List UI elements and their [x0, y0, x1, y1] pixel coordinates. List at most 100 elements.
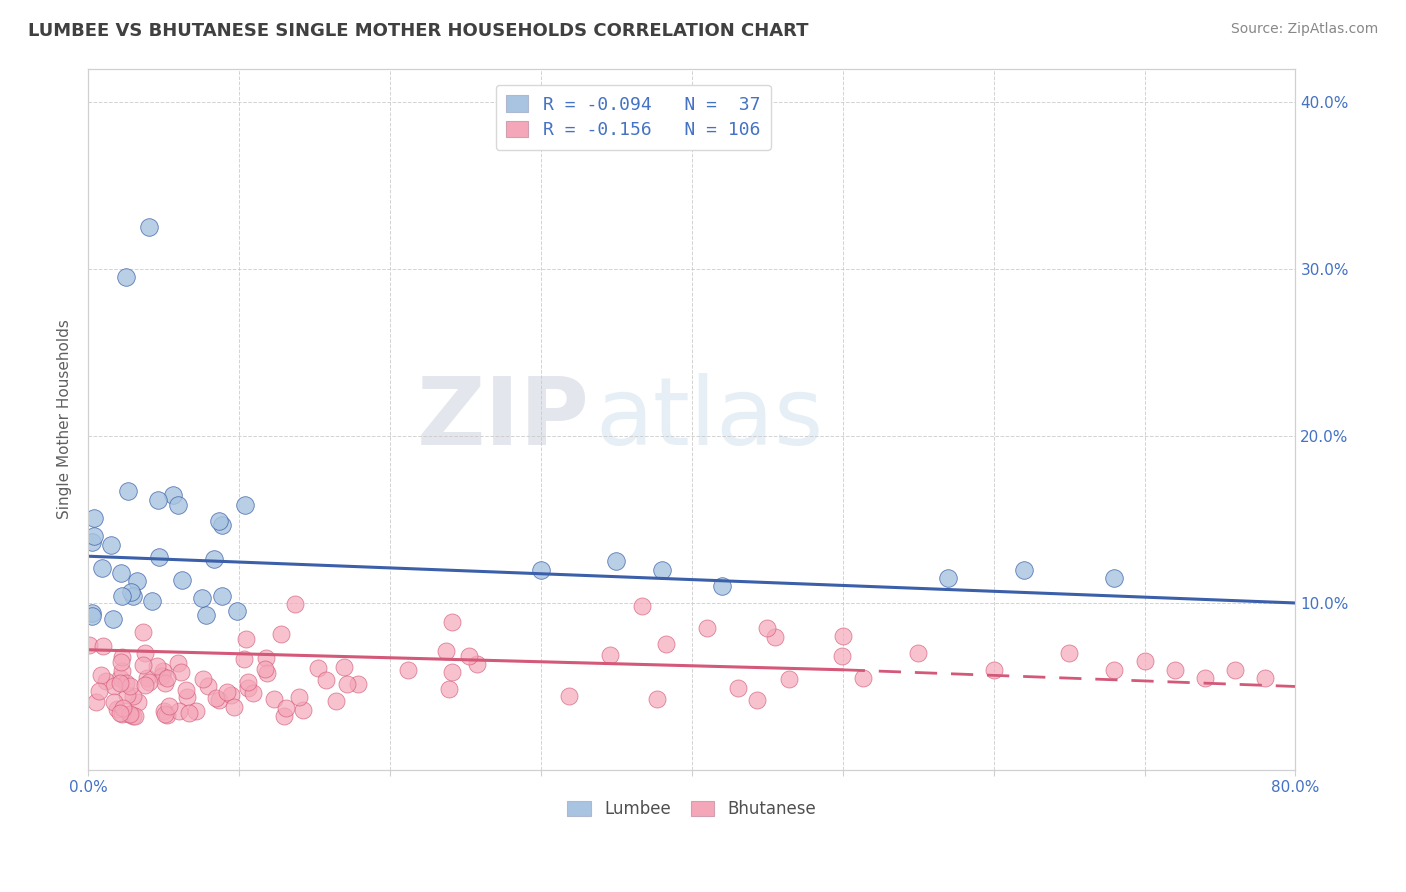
Point: [273, 708, 295, 723]
Point: [654, 637, 676, 651]
Text: atlas: atlas: [595, 373, 824, 466]
Point: [1012, 563, 1035, 577]
Point: [90, 561, 112, 575]
Point: [711, 579, 734, 593]
Point: [141, 593, 163, 607]
Point: [115, 270, 138, 285]
Point: [118, 679, 141, 693]
Point: [778, 672, 800, 686]
Point: [205, 691, 228, 706]
Point: [434, 644, 457, 658]
Point: [558, 689, 581, 703]
Point: [1104, 663, 1126, 677]
Point: [274, 701, 297, 715]
Point: [155, 707, 177, 722]
Point: [191, 672, 214, 686]
Point: [115, 675, 138, 690]
Point: [1223, 663, 1246, 677]
Point: [134, 678, 156, 692]
Point: [94, 674, 117, 689]
Point: [599, 648, 621, 662]
Point: [125, 574, 148, 588]
Point: [77, 638, 100, 652]
Point: [191, 591, 214, 606]
Point: [242, 686, 264, 700]
Point: [938, 571, 960, 585]
Point: [132, 625, 155, 640]
Point: [263, 692, 285, 706]
Point: [155, 676, 177, 690]
Point: [325, 694, 347, 708]
Point: [167, 498, 190, 512]
Point: [765, 631, 787, 645]
Point: [91, 639, 114, 653]
Point: [186, 704, 208, 718]
Point: [84, 695, 107, 709]
Point: [1133, 655, 1156, 669]
Point: [346, 677, 368, 691]
Point: [645, 692, 668, 706]
Point: [111, 589, 134, 603]
Point: [108, 671, 131, 685]
Point: [270, 627, 292, 641]
Point: [103, 695, 125, 709]
Point: [80, 607, 103, 621]
Point: [108, 676, 131, 690]
Point: [696, 621, 718, 635]
Point: [110, 655, 132, 669]
Point: [108, 706, 131, 720]
Point: [146, 659, 169, 673]
Point: [166, 656, 188, 670]
Point: [101, 611, 124, 625]
Point: [233, 498, 256, 512]
Point: [651, 563, 673, 577]
Point: [122, 589, 145, 603]
Point: [907, 646, 929, 660]
Legend: Lumbee, Bhutanese: Lumbee, Bhutanese: [561, 794, 823, 825]
Point: [336, 676, 359, 690]
Point: [219, 689, 242, 703]
Point: [530, 563, 553, 577]
Point: [87, 684, 110, 698]
Point: [134, 646, 156, 660]
Point: [122, 708, 145, 723]
Point: [254, 651, 277, 665]
Point: [148, 549, 170, 564]
Point: [120, 584, 142, 599]
Point: [110, 566, 132, 580]
Point: [745, 693, 768, 707]
Point: [287, 690, 309, 705]
Point: [211, 518, 233, 533]
Point: [292, 703, 315, 717]
Point: [256, 665, 278, 680]
Text: Source: ZipAtlas.com: Source: ZipAtlas.com: [1230, 22, 1378, 37]
Point: [148, 492, 170, 507]
Point: [167, 704, 190, 718]
Point: [441, 665, 464, 679]
Point: [315, 673, 337, 688]
Point: [396, 663, 419, 677]
Point: [136, 671, 159, 685]
Point: [727, 681, 749, 696]
Point: [852, 671, 875, 685]
Y-axis label: Single Mother Households: Single Mother Households: [58, 319, 72, 519]
Point: [831, 648, 853, 663]
Point: [162, 488, 184, 502]
Point: [226, 604, 249, 618]
Point: [1164, 663, 1187, 677]
Point: [111, 665, 134, 679]
Point: [103, 680, 125, 694]
Point: [115, 689, 138, 703]
Point: [177, 706, 200, 721]
Point: [156, 671, 179, 685]
Point: [1194, 671, 1216, 685]
Point: [208, 514, 231, 528]
Point: [153, 704, 176, 718]
Point: [440, 615, 463, 630]
Point: [100, 538, 122, 552]
Point: [631, 599, 654, 614]
Point: [118, 706, 141, 721]
Point: [174, 682, 197, 697]
Point: [238, 681, 260, 696]
Point: [117, 483, 139, 498]
